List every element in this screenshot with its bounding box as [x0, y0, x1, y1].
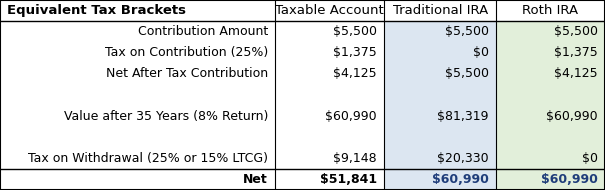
Text: $1,375: $1,375	[554, 46, 598, 59]
Text: $81,319: $81,319	[437, 110, 489, 123]
Bar	[275, 21, 384, 190]
Text: Contribution Amount: Contribution Amount	[138, 25, 268, 38]
Text: $20,330: $20,330	[437, 152, 489, 165]
Text: Tax on Withdrawal (25% or 15% LTCG): Tax on Withdrawal (25% or 15% LTCG)	[28, 152, 268, 165]
Text: $60,990: $60,990	[541, 173, 598, 186]
Bar	[496, 21, 605, 190]
Bar	[384, 21, 496, 190]
Bar	[0, 0, 605, 21]
Text: Roth IRA: Roth IRA	[523, 4, 578, 17]
Bar	[0, 21, 275, 190]
Text: Equivalent Tax Brackets: Equivalent Tax Brackets	[7, 4, 186, 17]
Text: $4,125: $4,125	[333, 67, 377, 80]
Text: $60,990: $60,990	[546, 110, 598, 123]
Text: $51,841: $51,841	[320, 173, 377, 186]
Text: $0: $0	[473, 46, 489, 59]
Text: $4,125: $4,125	[554, 67, 598, 80]
Text: $0: $0	[582, 152, 598, 165]
Text: Net: Net	[243, 173, 268, 186]
Text: Net After Tax Contribution: Net After Tax Contribution	[106, 67, 268, 80]
Text: $9,148: $9,148	[333, 152, 377, 165]
Text: $60,990: $60,990	[432, 173, 489, 186]
Text: $1,375: $1,375	[333, 46, 377, 59]
Text: Value after 35 Years (8% Return): Value after 35 Years (8% Return)	[64, 110, 268, 123]
Text: Tax on Contribution (25%): Tax on Contribution (25%)	[105, 46, 268, 59]
Text: $5,500: $5,500	[445, 25, 489, 38]
Text: Traditional IRA: Traditional IRA	[393, 4, 488, 17]
Text: $5,500: $5,500	[445, 67, 489, 80]
Text: $5,500: $5,500	[554, 25, 598, 38]
Text: Taxable Account: Taxable Account	[275, 4, 384, 17]
Text: $5,500: $5,500	[333, 25, 377, 38]
Text: $60,990: $60,990	[325, 110, 377, 123]
